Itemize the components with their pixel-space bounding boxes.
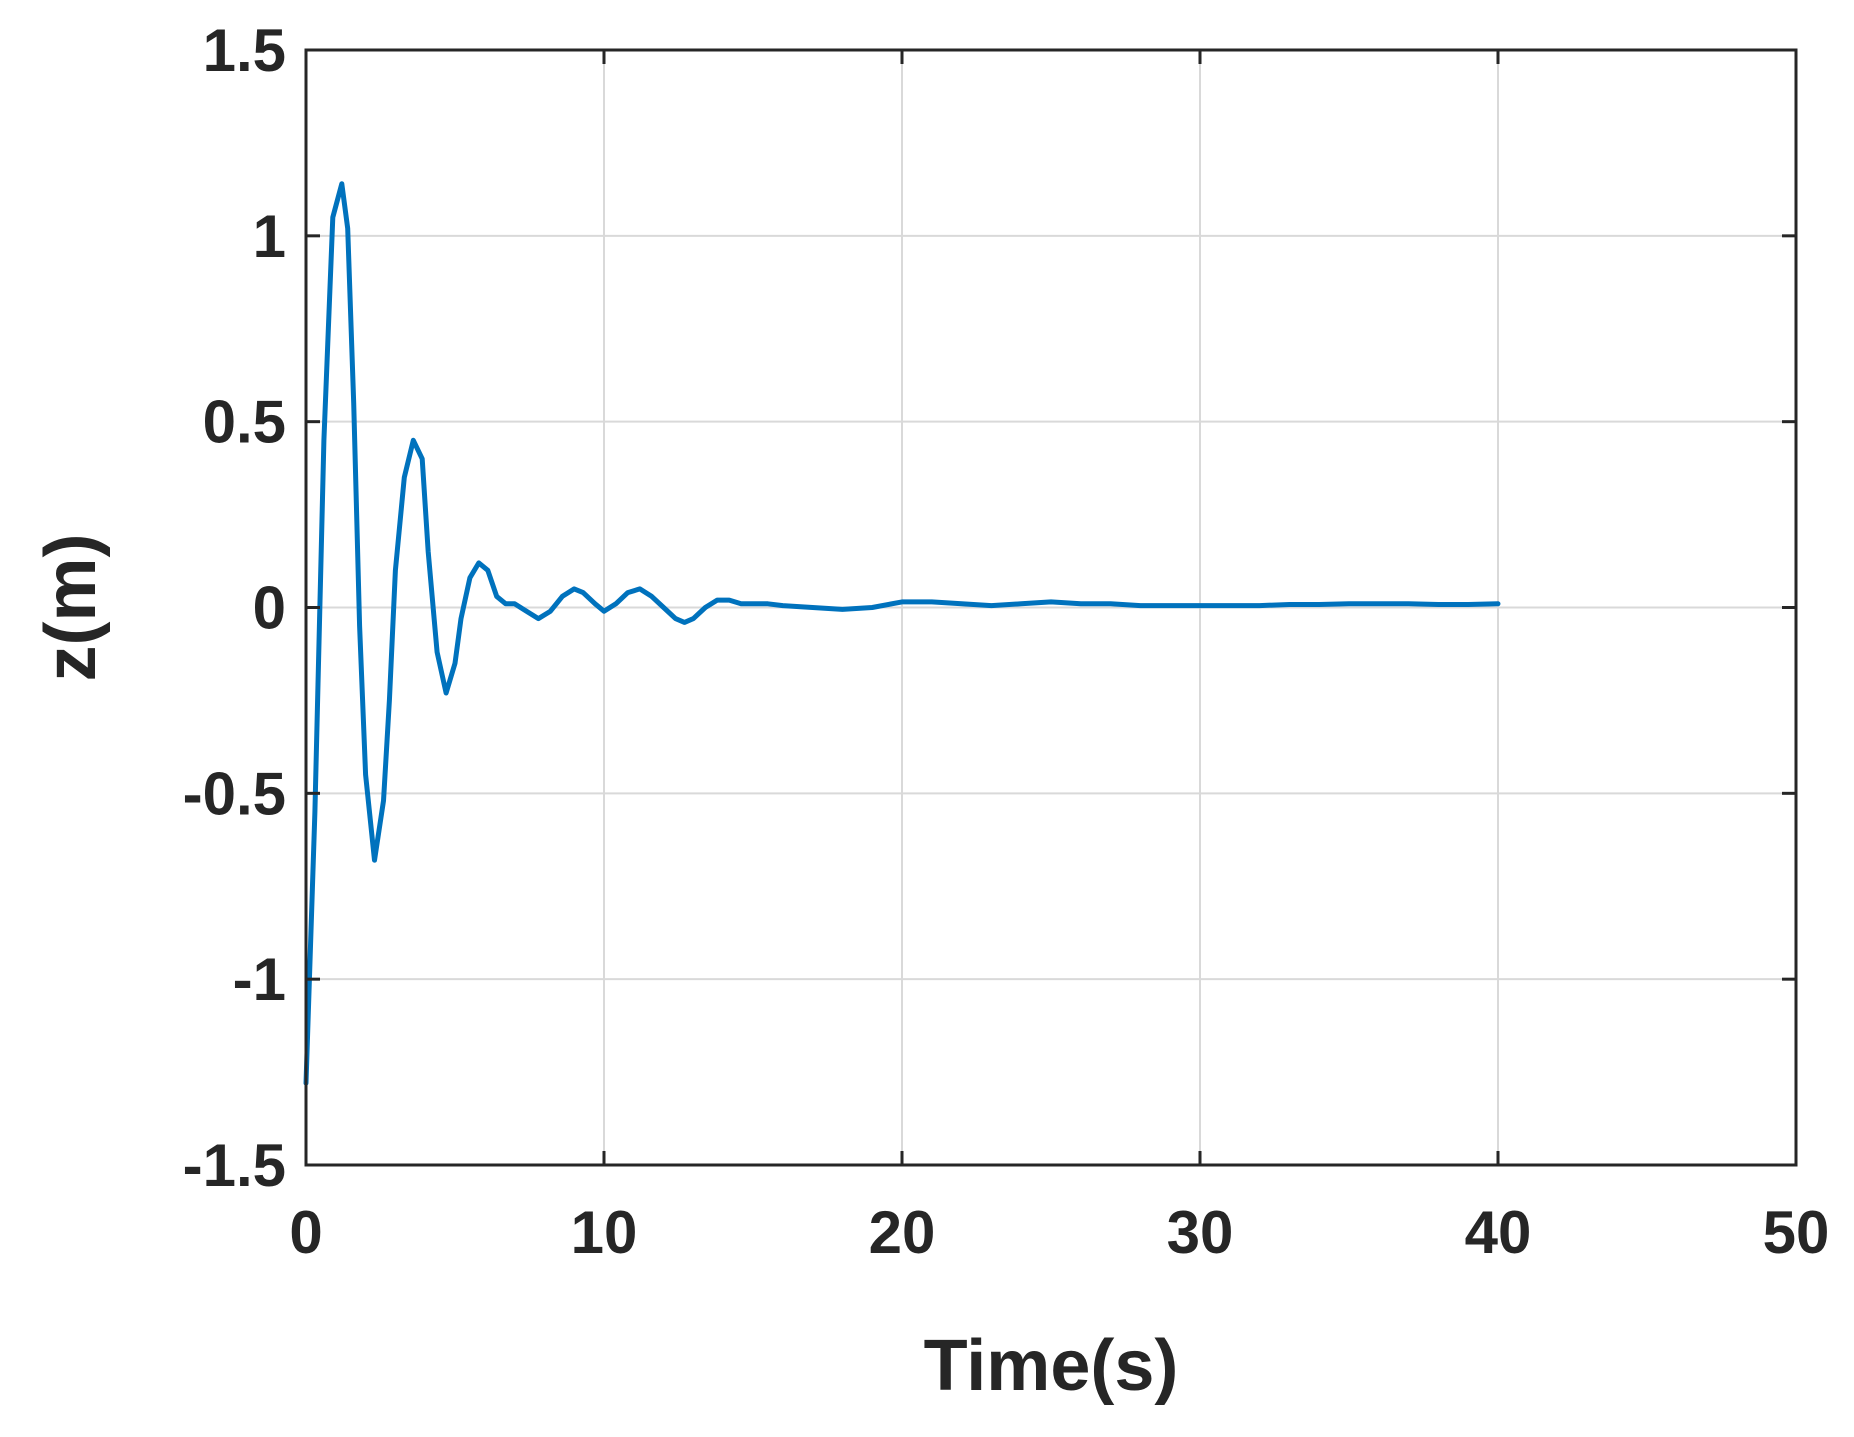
x-axis-title: Time(s) — [924, 1326, 1179, 1406]
y-tick-label: -0.5 — [183, 760, 286, 827]
x-tick-label: 0 — [289, 1199, 322, 1266]
x-tick-label: 40 — [1465, 1199, 1532, 1266]
y-tick-labels: -1.5 -1 -0.5 0 0.5 1 1.5 — [183, 17, 286, 1199]
y-axis-title: z(m) — [31, 534, 111, 682]
y-tick-label: -1.5 — [183, 1132, 286, 1199]
y-tick-label: -1 — [233, 946, 286, 1013]
y-tick-label: 0 — [253, 575, 286, 642]
x-tick-label: 50 — [1763, 1199, 1830, 1266]
grid — [306, 50, 1796, 1165]
x-tick-labels: 0 10 20 30 40 50 — [289, 1199, 1829, 1266]
y-tick-label: 0.5 — [203, 389, 286, 456]
y-tick-label: 1.5 — [203, 17, 286, 84]
plot-series — [303, 181, 1501, 1086]
x-tick-label: 20 — [869, 1199, 936, 1266]
tick-marks — [304, 48, 1798, 1167]
y-tick-label: 1 — [253, 203, 286, 270]
series-line — [303, 181, 1501, 1086]
x-tick-label: 30 — [1167, 1199, 1234, 1266]
x-tick-label: 10 — [571, 1199, 638, 1266]
